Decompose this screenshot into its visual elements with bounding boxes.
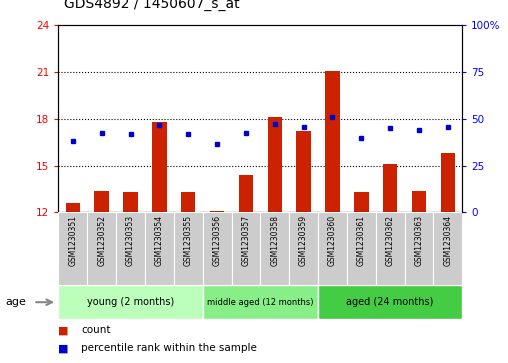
Bar [376,212,404,285]
Text: GSM1230359: GSM1230359 [299,215,308,266]
Bar [412,191,426,212]
Bar [383,164,397,212]
Bar [203,285,318,319]
Bar [289,212,318,285]
Text: count: count [81,325,111,335]
Bar [145,212,174,285]
Text: middle aged (12 months): middle aged (12 months) [207,298,313,307]
Bar [123,192,138,212]
Bar [152,122,167,212]
Text: young (2 months): young (2 months) [87,297,174,307]
Text: GSM1230356: GSM1230356 [212,215,221,266]
Bar [210,211,225,212]
Text: GSM1230361: GSM1230361 [357,215,366,265]
Text: GSM1230363: GSM1230363 [415,215,424,266]
Text: GSM1230357: GSM1230357 [241,215,250,266]
Bar [58,212,87,285]
Bar [261,212,289,285]
Text: GSM1230358: GSM1230358 [270,215,279,265]
Bar [87,212,116,285]
Text: GSM1230354: GSM1230354 [155,215,164,266]
Bar [325,70,340,212]
Text: GSM1230352: GSM1230352 [97,215,106,265]
Bar [296,131,311,212]
Bar [174,212,203,285]
Bar [268,117,282,212]
Text: ■: ■ [58,325,69,335]
Bar [232,212,261,285]
Bar [404,212,433,285]
Bar [58,285,203,319]
Bar [203,212,232,285]
Text: GDS4892 / 1450607_s_at: GDS4892 / 1450607_s_at [64,0,239,11]
Text: GSM1230360: GSM1230360 [328,215,337,266]
Text: percentile rank within the sample: percentile rank within the sample [81,343,257,354]
Bar [66,203,80,212]
Bar [239,175,253,212]
Bar [433,212,462,285]
Text: ■: ■ [58,343,69,354]
Bar [354,192,368,212]
Text: GSM1230351: GSM1230351 [69,215,77,265]
Bar [181,192,196,212]
Text: GSM1230364: GSM1230364 [443,215,452,266]
Text: aged (24 months): aged (24 months) [346,297,434,307]
Bar [318,212,347,285]
Text: GSM1230362: GSM1230362 [386,215,395,265]
Bar [318,285,462,319]
Bar [440,153,455,212]
Text: GSM1230355: GSM1230355 [184,215,193,266]
Bar [94,191,109,212]
Bar [116,212,145,285]
Text: GSM1230353: GSM1230353 [126,215,135,266]
Bar [347,212,376,285]
Text: age: age [5,297,26,307]
